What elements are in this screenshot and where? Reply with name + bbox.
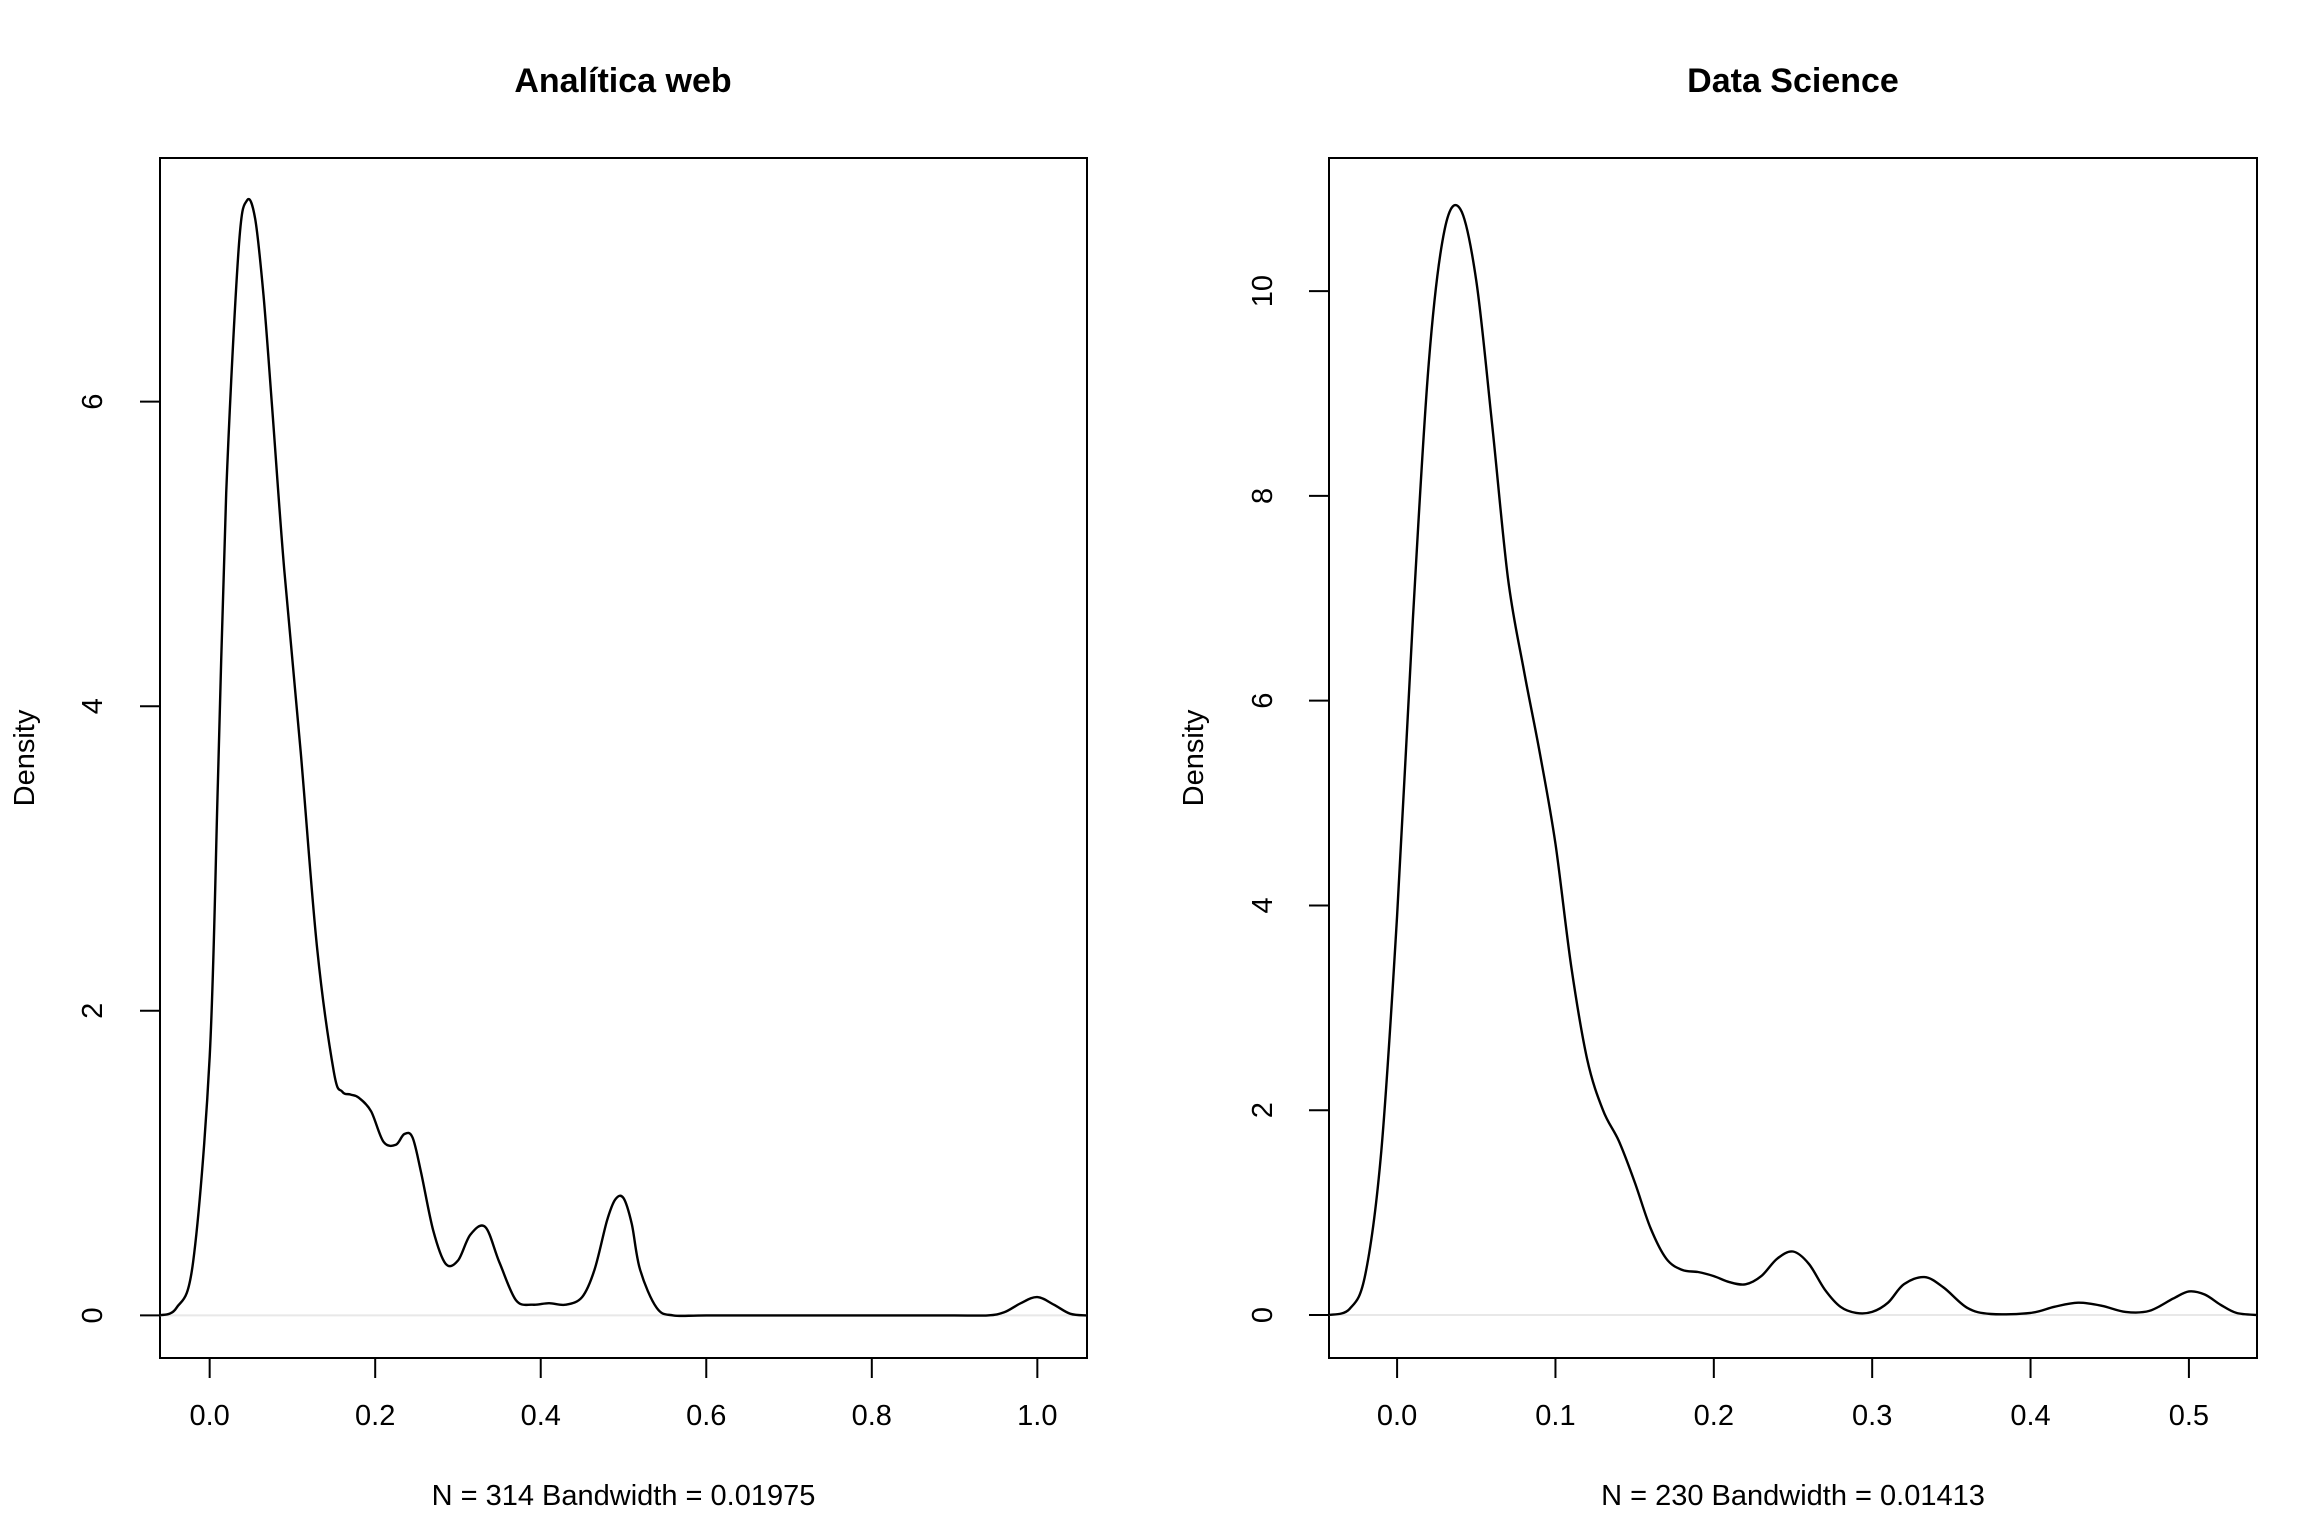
x-tick-label: 0.4	[2010, 1400, 2050, 1432]
x-axis-label: N = 314 Bandwidth = 0.01975	[432, 1480, 816, 1512]
density-panel-1: Analítica web 0.0 0.2 0.4 0.6 0.8 1.0 0 2 4 6 Densi…	[9, 62, 1088, 1512]
density-panel-2: Data Science 0.0 0.1 0.2 0.3 0.4 0.5 0 2 4 6 8 10 Den…	[1178, 62, 2258, 1512]
y-tick-label: 8	[1247, 488, 1279, 504]
x-tick-label: 0.0	[189, 1400, 229, 1432]
chart-title: Analítica web	[514, 62, 731, 100]
x-tick-label: 0.6	[686, 1400, 726, 1432]
plot-frame	[159, 157, 1088, 1359]
density-curve	[1328, 204, 2258, 1317]
chart-title: Data Science	[1687, 62, 1899, 100]
x-tick-label: 1.0	[1017, 1400, 1057, 1432]
y-tick-label: 6	[77, 394, 109, 410]
y-tick-label: 6	[1247, 693, 1279, 709]
y-tick-label: 0	[1247, 1307, 1279, 1323]
x-tick-label: 0.3	[1852, 1400, 1892, 1432]
y-axis-label: Density	[9, 709, 41, 806]
plot-frame	[1328, 157, 2258, 1359]
x-tick-label: 0.1	[1535, 1400, 1575, 1432]
density-curve	[159, 197, 1088, 1318]
x-tick-label: 0.0	[1377, 1400, 1417, 1432]
y-tick-label: 2	[77, 1003, 109, 1019]
y-tick-label: 10	[1247, 275, 1279, 307]
x-tick-label: 0.2	[1694, 1400, 1734, 1432]
y-tick-label: 4	[77, 698, 109, 714]
x-tick-label: 0.4	[521, 1400, 561, 1432]
y-tick-label: 4	[1247, 897, 1279, 913]
y-axis-label: Density	[1178, 709, 1210, 806]
x-axis-label: N = 230 Bandwidth = 0.01413	[1601, 1480, 1985, 1512]
y-tick-label: 2	[1247, 1102, 1279, 1118]
x-tick-label: 0.2	[355, 1400, 395, 1432]
x-tick-label: 0.5	[2169, 1400, 2209, 1432]
y-tick-label: 0	[77, 1307, 109, 1323]
x-tick-label: 0.8	[852, 1400, 892, 1432]
